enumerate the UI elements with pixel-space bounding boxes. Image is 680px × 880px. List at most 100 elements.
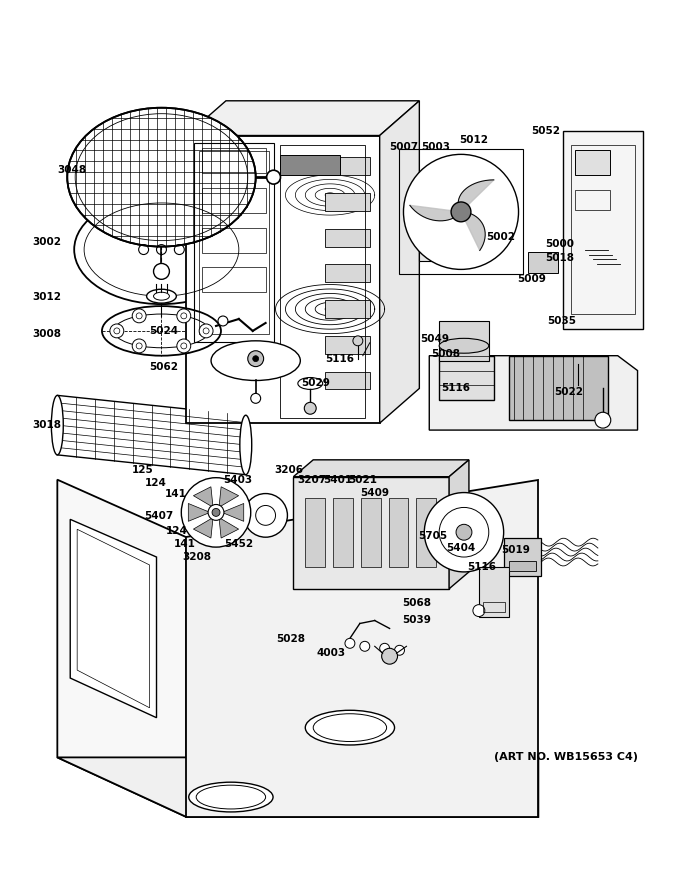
Text: 5019: 5019 [502,545,530,555]
Bar [439,321,489,361]
Bar [199,151,269,334]
Text: 5035: 5035 [547,316,576,326]
Circle shape [403,154,519,269]
Text: 5018: 5018 [545,253,575,263]
Polygon shape [193,517,213,538]
Text: 3012: 3012 [33,292,61,302]
Bar [575,150,610,175]
Text: 5409: 5409 [360,488,389,497]
Text: 5008: 5008 [431,348,460,359]
Text: 3206: 3206 [275,465,303,474]
Text: 5007: 5007 [390,143,419,152]
Text: 141: 141 [173,539,195,549]
Bar [504,539,541,576]
Text: 5012: 5012 [459,136,488,145]
Text: 5028: 5028 [277,634,305,644]
Bar [280,156,340,175]
Bar [194,143,273,341]
Bar [361,497,381,567]
Text: 124: 124 [145,478,167,488]
Bar [479,567,509,617]
Text: 5116: 5116 [441,384,470,393]
Text: 124: 124 [165,526,187,536]
Text: 5009: 5009 [517,275,547,284]
Bar [333,497,353,567]
Text: 5403: 5403 [223,474,252,485]
Bar [202,188,266,213]
Circle shape [110,324,124,338]
Polygon shape [293,460,469,477]
Text: 5404: 5404 [446,543,475,554]
Polygon shape [186,101,420,136]
Bar [575,190,610,210]
Bar [325,193,370,211]
Ellipse shape [305,710,394,745]
Ellipse shape [211,341,301,380]
Bar [571,145,634,314]
Bar [528,252,558,274]
Text: 5022: 5022 [554,387,583,398]
Text: 3002: 3002 [33,237,61,246]
Circle shape [132,309,146,323]
Bar [202,149,266,173]
Polygon shape [410,205,461,221]
Ellipse shape [240,415,252,474]
Text: 5401: 5401 [323,474,352,485]
Circle shape [456,524,472,540]
Circle shape [253,356,258,362]
Circle shape [424,493,504,572]
Circle shape [451,202,471,222]
Bar [439,356,494,400]
Text: 3008: 3008 [33,329,61,339]
Ellipse shape [147,290,176,303]
Text: (ART NO. WB15653 C4): (ART NO. WB15653 C4) [494,752,638,762]
Polygon shape [219,517,239,538]
Bar [305,497,325,567]
Bar [325,158,370,175]
Bar [325,300,370,318]
Bar [509,356,608,420]
Text: 3207: 3207 [297,474,326,485]
Bar [280,145,364,418]
Polygon shape [70,519,156,718]
Circle shape [353,336,363,346]
Circle shape [304,402,316,414]
Bar [388,497,409,567]
Polygon shape [57,758,539,817]
Text: 5003: 5003 [422,143,450,152]
Polygon shape [293,477,449,589]
Polygon shape [449,460,469,589]
Polygon shape [461,212,486,251]
Circle shape [132,339,146,353]
Text: 5029: 5029 [301,378,330,388]
Bar [325,336,370,354]
Text: 5039: 5039 [403,614,431,625]
Ellipse shape [67,107,256,246]
Text: 5452: 5452 [224,539,253,549]
Bar [398,150,524,275]
Bar [202,268,266,292]
Bar [420,227,479,261]
Text: 5021: 5021 [348,474,377,485]
Polygon shape [222,503,243,521]
Text: 5024: 5024 [150,326,179,336]
Ellipse shape [74,195,249,304]
Text: 3048: 3048 [57,165,86,175]
Bar [563,130,643,329]
Ellipse shape [52,395,63,455]
Text: 5049: 5049 [420,334,449,344]
Text: 5062: 5062 [150,362,179,371]
Text: 5116: 5116 [325,354,354,363]
Text: 5000: 5000 [545,238,575,249]
Bar [509,561,537,571]
Polygon shape [193,487,213,507]
Circle shape [360,642,370,651]
Circle shape [379,643,390,653]
Bar [483,602,505,612]
Circle shape [154,263,169,279]
Polygon shape [379,101,420,423]
Circle shape [267,170,280,184]
Circle shape [251,393,260,403]
Bar [416,497,436,567]
Polygon shape [57,480,186,817]
